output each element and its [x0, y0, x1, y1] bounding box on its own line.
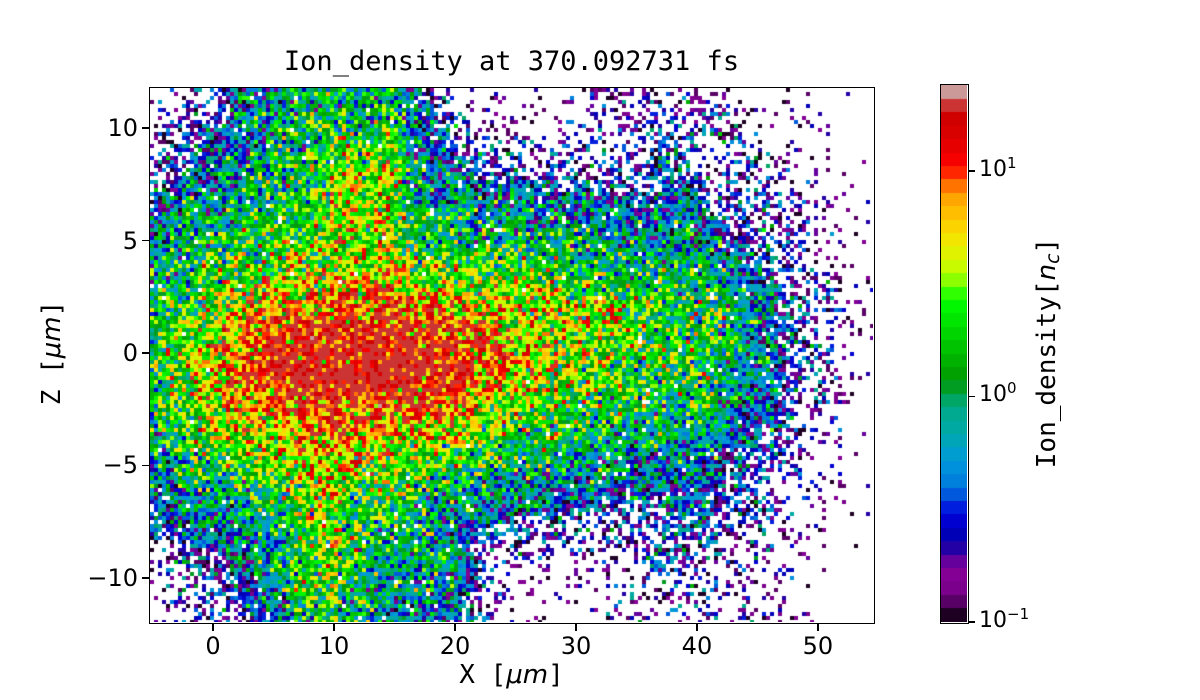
colorbar-tick-mark [968, 621, 975, 623]
colorbar-tick-label: 101 [979, 153, 1017, 182]
x-tick-mark [212, 623, 214, 631]
y-tick-label: −10 [87, 563, 138, 592]
y-tick-label: 10 [107, 114, 138, 143]
y-tick-label: −5 [102, 451, 138, 480]
x-tick-label: 0 [205, 632, 221, 660]
x-tick-mark [454, 623, 456, 631]
colorbar-tick-exponent: 0 [1007, 379, 1017, 398]
heatmap-canvas [150, 88, 873, 622]
colorbar-tick-mark [968, 170, 975, 172]
colorbar-tick-mark [968, 395, 975, 398]
x-axis-unit: μm [506, 660, 549, 690]
colorbar-label: Ion_density[nc] [1032, 237, 1064, 469]
x-tick-mark [696, 623, 698, 631]
colorbar-tick-exponent: −1 [1007, 605, 1030, 623]
y-tick-mark [141, 127, 149, 129]
y-tick-label: 0 [122, 338, 138, 367]
x-tick-label: 50 [802, 632, 834, 660]
x-tick-label: 40 [681, 632, 713, 660]
x-tick-label: 10 [318, 632, 350, 660]
y-tick-mark [141, 577, 149, 579]
y-tick-mark [141, 464, 149, 467]
x-tick-label: 20 [439, 632, 471, 660]
x-axis-label-suffix: ] [548, 660, 564, 690]
colorbar-label-suffix: ] [1032, 237, 1062, 254]
y-axis-label-suffix: ] [37, 300, 67, 317]
colorbar-tick-label: 100 [979, 379, 1017, 408]
x-tick-label: 30 [560, 632, 592, 660]
x-axis-label: X [μm] [150, 660, 873, 690]
x-tick-mark [817, 623, 819, 631]
x-tick-mark [333, 623, 335, 631]
colorbar-canvas [941, 85, 967, 622]
colorbar-tick-label: 10−1 [979, 605, 1030, 633]
chart-title: Ion_density at 370.092731 fs [283, 46, 740, 77]
colorbar-label-prefix: Ion_density[ [1032, 280, 1062, 469]
x-axis-label-prefix: X [ [459, 660, 507, 690]
y-tick-mark [141, 239, 149, 242]
colorbar-tick-exponent: 1 [1007, 153, 1017, 172]
colorbar-label-symbol: n [1032, 263, 1062, 281]
colorbar-label-subscript: c [1042, 253, 1064, 264]
y-tick-mark [141, 352, 149, 354]
y-tick-label: 5 [122, 226, 138, 255]
x-tick-mark [575, 623, 577, 631]
